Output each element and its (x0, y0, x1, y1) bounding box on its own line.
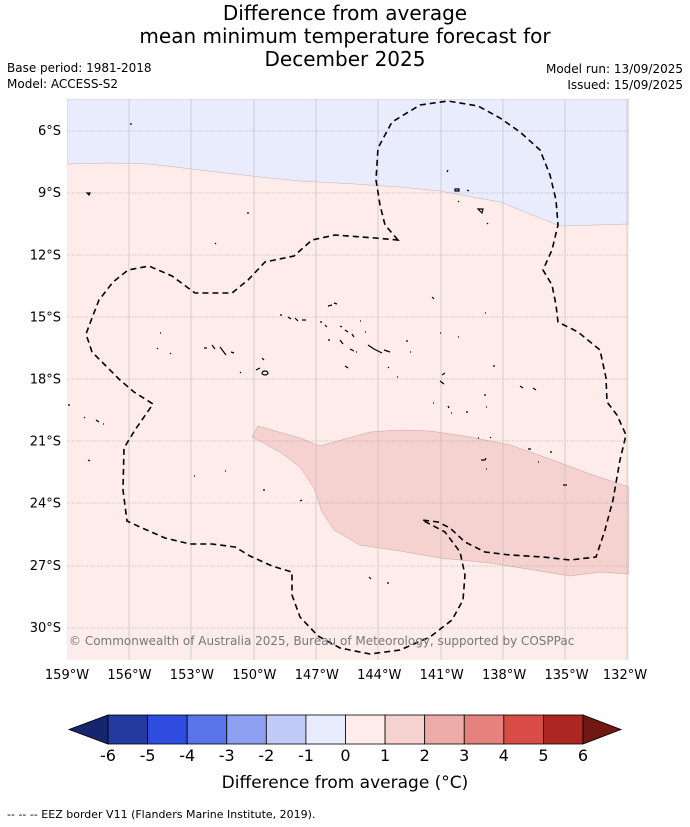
islands (68, 123, 567, 584)
colorbar-segment (463, 714, 505, 745)
colorbar-tick-label: 0 (340, 746, 350, 765)
colorbar-segment (424, 714, 465, 745)
base-period: Base period: 1981-2018 (7, 61, 152, 75)
eez-border (85, 100, 627, 655)
colorbar-tick-label: -1 (298, 746, 314, 765)
colorbar-segment (305, 714, 346, 745)
colorbar-tick-labels: -6 -5 -4 -3 -2 -1 0 1 2 3 4 5 6 (100, 746, 588, 765)
colorbar-segment (543, 714, 584, 745)
title-line-3: December 2025 (264, 47, 426, 71)
copyright-notice: © Commonwealth of Australia 2025, Bureau… (69, 634, 575, 648)
lon-label: 138°W (482, 668, 526, 683)
colorbar-segment (107, 714, 148, 745)
colorbar-segment (186, 714, 228, 745)
colorbar-tick-label: 1 (380, 746, 390, 765)
graticule (67, 99, 629, 660)
anomaly-region-1-to-2 (251, 425, 629, 577)
issued-date: Issued: 15/09/2025 (567, 78, 683, 92)
lon-label: 132°W (603, 668, 647, 683)
lat-label: 18°S (30, 372, 61, 387)
lon-label: 156°W (107, 668, 151, 683)
colorbar-tick-label: 2 (420, 746, 430, 765)
lat-label: 24°S (30, 497, 61, 512)
colorbar-tick-label: 4 (499, 746, 509, 765)
lon-label: 150°W (232, 668, 276, 683)
lon-label: 153°W (170, 668, 214, 683)
lat-label: 12°S (30, 248, 61, 263)
colorbar-segment (384, 714, 426, 745)
title-line-2: mean minimum temperature forecast for (139, 24, 551, 48)
colorbar-tick-label: -2 (258, 746, 274, 765)
model-run: Model run: 13/09/2025 (545, 62, 683, 76)
colorbar-tick-label: -4 (179, 746, 195, 765)
latitude-labels: 6°S 9°S 12°S 15°S 18°S 21°S 24°S 27°S 30°S (30, 124, 61, 636)
colorbar-segment (503, 714, 544, 745)
colorbar-segment (345, 714, 386, 745)
lat-label: 27°S (30, 559, 61, 574)
longitude-labels: 159°W 156°W 153°W 150°W 147°W 144°W 141°W 138°W… (45, 668, 647, 683)
lat-label: 15°S (30, 310, 61, 325)
lon-label: 144°W (357, 668, 401, 683)
colorbar-extend-high (582, 714, 623, 745)
colorbar-extend-low (67, 714, 109, 745)
meta-right: Model run: 13/09/2025 Issued: 15/09/2025 (546, 61, 683, 93)
colorbar (67, 714, 623, 745)
lat-label: 30°S (30, 621, 61, 636)
meta-left: Base period: 1981-2018 Model: ACCESS-S2 (7, 60, 152, 92)
lon-label: 159°W (45, 668, 89, 683)
colorbar-tick-label: -6 (100, 746, 116, 765)
colorbar-tick-label: 3 (459, 746, 469, 765)
lon-label: 141°W (420, 668, 464, 683)
colorbar-tick-label: 5 (538, 746, 548, 765)
colorbar-segment (226, 714, 267, 745)
colorbar-tick-label: -5 (140, 746, 156, 765)
legend-footnote: -- -- -- EEZ border V11 (Flanders Marine… (7, 808, 316, 821)
lat-label: 6°S (38, 124, 61, 139)
lat-label: 21°S (30, 435, 61, 450)
title-line-1: Difference from average (222, 1, 468, 25)
model-name: Model: ACCESS-S2 (7, 77, 119, 91)
colorbar-title: Difference from average (°C) (221, 773, 469, 793)
lon-label: 135°W (544, 668, 588, 683)
colorbar-segment (265, 714, 307, 745)
colorbar-segment (147, 714, 188, 745)
colorbar-tick-label: -3 (219, 746, 235, 765)
colorbar-tick-label: 6 (578, 746, 588, 765)
map-title: Difference from average mean minimum tem… (0, 2, 690, 71)
lat-label: 9°S (38, 186, 61, 201)
lon-label: 147°W (295, 668, 339, 683)
